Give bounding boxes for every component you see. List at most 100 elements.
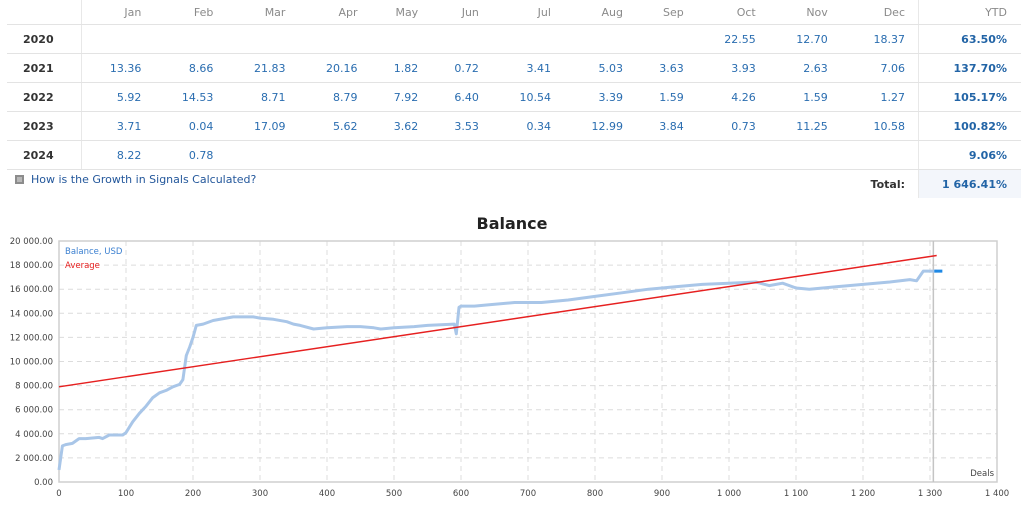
month-value-cell (491, 140, 564, 170)
year-cell: 2024 (7, 140, 82, 170)
x-tick-label: 1 300 (918, 489, 942, 499)
month-value-cell: 3.93 (696, 53, 769, 83)
table-header-row: Jan Feb Mar Apr May Jun Jul Aug Sep Oct … (7, 0, 1021, 25)
month-value-cell: 12.70 (768, 24, 841, 54)
month-value-cell: 1.82 (370, 53, 432, 83)
month-value-cell: 8.66 (154, 53, 227, 83)
x-tick-label: 400 (319, 489, 335, 499)
balance-series-line (57, 269, 937, 471)
month-value-cell: 7.06 (840, 53, 919, 83)
month-value-cell (298, 140, 371, 170)
month-value-cell: 8.71 (226, 82, 299, 112)
month-value-cell: 0.78 (154, 140, 227, 170)
x-tick-label: 900 (654, 489, 670, 499)
x-tick-label: 700 (520, 489, 536, 499)
month-value-cell (431, 24, 492, 54)
month-value-cell: 2.63 (768, 53, 841, 83)
plot-border (58, 240, 998, 483)
x-tick-label: 1 100 (784, 489, 808, 499)
year-cell: 2022 (7, 82, 82, 112)
help-link-text: How is the Growth in Signals Calculated? (31, 173, 257, 186)
x-tick-label: 100 (118, 489, 134, 499)
month-value-cell: 21.83 (226, 53, 299, 83)
y-tick-label: 8 000.00 (15, 382, 53, 392)
chart-grid (59, 241, 997, 482)
info-icon (15, 175, 24, 184)
month-value-cell: 0.04 (154, 111, 227, 141)
month-value-cell: 5.62 (298, 111, 371, 141)
month-value-cell: 7.92 (370, 82, 432, 112)
month-value-cell (563, 140, 636, 170)
header-nov: Nov (768, 0, 841, 25)
header-jul: Jul (491, 0, 564, 25)
y-tick-label: 12 000.00 (10, 333, 53, 343)
table-row: 2022 5.92 14.53 8.71 8.79 7.92 6.40 10.54 3.39 1.… (7, 82, 1021, 112)
y-tick-label: 0.00 (34, 478, 53, 488)
ytd-cell: 100.82% (918, 111, 1021, 141)
header-year (7, 0, 82, 25)
month-value-cell: 5.92 (81, 82, 155, 112)
header-may: May (370, 0, 432, 25)
y-tick-label: 6 000.00 (15, 406, 53, 416)
table-row: 2024 8.22 0.78 9.06% (7, 140, 1021, 170)
year-cell: 2023 (7, 111, 82, 141)
month-value-cell: 3.62 (370, 111, 432, 141)
header-jan: Jan (81, 0, 155, 25)
month-value-cell (491, 24, 564, 54)
x-tick-label: 500 (386, 489, 402, 499)
x-tick-label: 0 (56, 489, 61, 499)
ytd-cell: 9.06% (918, 140, 1021, 170)
month-value-cell (226, 140, 299, 170)
y-tick-label: 10 000.00 (10, 358, 53, 368)
month-value-cell: 6.40 (431, 82, 492, 112)
x-tick-label: 1 200 (851, 489, 875, 499)
table-row: 2020 22.55 12.70 18.37 63.50% (7, 24, 1021, 54)
month-value-cell: 5.03 (563, 53, 636, 83)
month-value-cell (370, 24, 432, 54)
header-dec: Dec (840, 0, 919, 25)
month-value-cell: 18.37 (840, 24, 919, 54)
header-mar: Mar (226, 0, 299, 25)
table-row: 2023 3.71 0.04 17.09 5.62 3.62 3.53 0.34 12.99 3.… (7, 111, 1021, 141)
month-value-cell: 1.27 (840, 82, 919, 112)
header-aug: Aug (563, 0, 636, 25)
header-sep: Sep (636, 0, 697, 25)
month-value-cell: 17.09 (226, 111, 299, 141)
month-value-cell: 0.72 (431, 53, 492, 83)
growth-calculation-help-link[interactable]: How is the Growth in Signals Calculated? (15, 173, 256, 186)
header-ytd: YTD (918, 0, 1021, 25)
month-value-cell: 0.73 (696, 111, 769, 141)
x-tick-label: 1 000 (717, 489, 741, 499)
y-tick-label: 14 000.00 (10, 309, 53, 319)
month-value-cell (226, 24, 299, 54)
month-value-cell (154, 24, 227, 54)
month-value-cell (370, 140, 432, 170)
year-cell: 2020 (7, 24, 82, 54)
month-value-cell: 4.26 (696, 82, 769, 112)
month-value-cell (636, 140, 697, 170)
month-value-cell (563, 24, 636, 54)
month-value-cell: 0.34 (491, 111, 564, 141)
month-value-cell: 3.53 (431, 111, 492, 141)
x-tick-label: 800 (587, 489, 603, 499)
month-value-cell: 22.55 (696, 24, 769, 54)
y-tick-label: 4 000.00 (15, 430, 53, 440)
year-cell: 2021 (7, 53, 82, 83)
y-tick-label: 16 000.00 (10, 285, 53, 295)
legend-balance: Balance, USD (65, 247, 123, 257)
growth-table: Jan Feb Mar Apr May Jun Jul Aug Sep Oct … (7, 0, 1021, 198)
month-value-cell (431, 140, 492, 170)
x-tick-label: 1 400 (985, 489, 1009, 499)
average-series-line (58, 254, 937, 388)
month-value-cell: 8.22 (81, 140, 155, 170)
month-value-cell: 13.36 (81, 53, 155, 83)
month-value-cell (298, 24, 371, 54)
month-value-cell: 3.63 (636, 53, 697, 83)
table-footer-row: Total: 1 646.41% (7, 169, 1021, 198)
month-value-cell (81, 24, 155, 54)
x-tick-label: 200 (185, 489, 201, 499)
month-value-cell: 10.54 (491, 82, 564, 112)
y-tick-label: 20 000.00 (10, 237, 53, 247)
ytd-cell: 137.70% (918, 53, 1021, 83)
